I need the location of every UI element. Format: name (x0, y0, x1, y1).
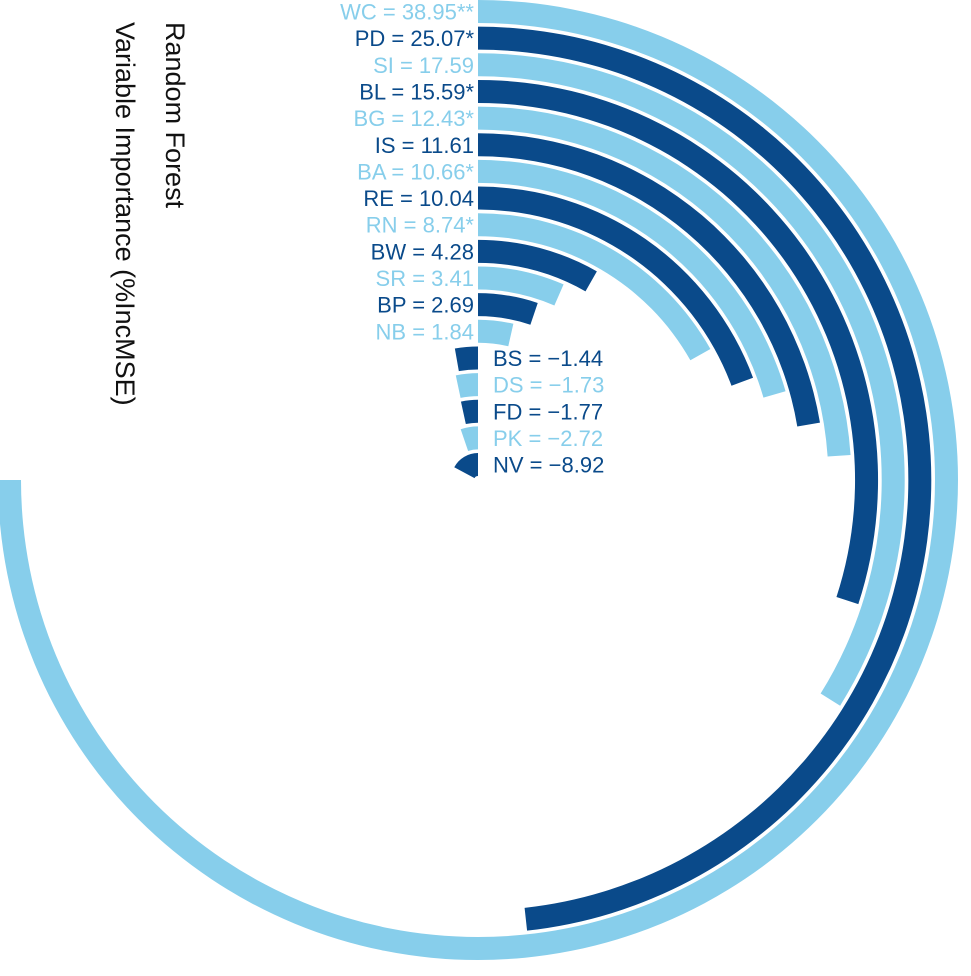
bar-ds (455, 373, 478, 398)
bar-label-sr: SR = 3.41 (376, 266, 474, 291)
bar-label-bg: BG = 12.43* (354, 106, 475, 131)
bar-rn (478, 213, 711, 361)
bar-bs (454, 346, 478, 372)
bar-label-fd: FD = −1.77 (493, 399, 603, 424)
bar-si (478, 53, 905, 706)
bar-fd (460, 399, 478, 425)
bar-label-rn: RN = 8.74* (366, 213, 475, 238)
bar-label-pk: PK = −2.72 (493, 426, 603, 451)
bar-label-bl: BL = 15.59* (359, 79, 474, 104)
bar-bg (478, 106, 851, 457)
bar-label-ds: DS = −1.73 (493, 373, 604, 398)
bar-nb (478, 319, 514, 347)
bar-label-wc: WC = 38.95** (340, 0, 474, 25)
bar-sr (478, 266, 564, 306)
bar-label-bw: BW = 4.28 (371, 239, 474, 264)
bar-re (478, 186, 754, 386)
bar-bw (478, 239, 597, 292)
bar-label-re: RE = 10.04 (363, 186, 474, 211)
bar-label-bp: BP = 2.69 (377, 293, 474, 318)
bar-ba (478, 159, 786, 398)
bar-nv (454, 453, 478, 479)
bar-label-is: IS = 11.61 (375, 133, 474, 158)
bar-label-nb: NB = 1.84 (376, 319, 474, 344)
bar-label-pd: PD = 25.07* (355, 26, 475, 51)
bar-label-si: SI = 17.59 (373, 53, 474, 78)
bar-bp (478, 293, 538, 325)
bar-is (478, 133, 820, 427)
bar-pk (460, 426, 478, 452)
bar-label-ba: BA = 10.66* (357, 159, 474, 184)
bar-label-nv: NV = −8.92 (493, 453, 604, 478)
bar-label-bs: BS = −1.44 (493, 346, 603, 371)
